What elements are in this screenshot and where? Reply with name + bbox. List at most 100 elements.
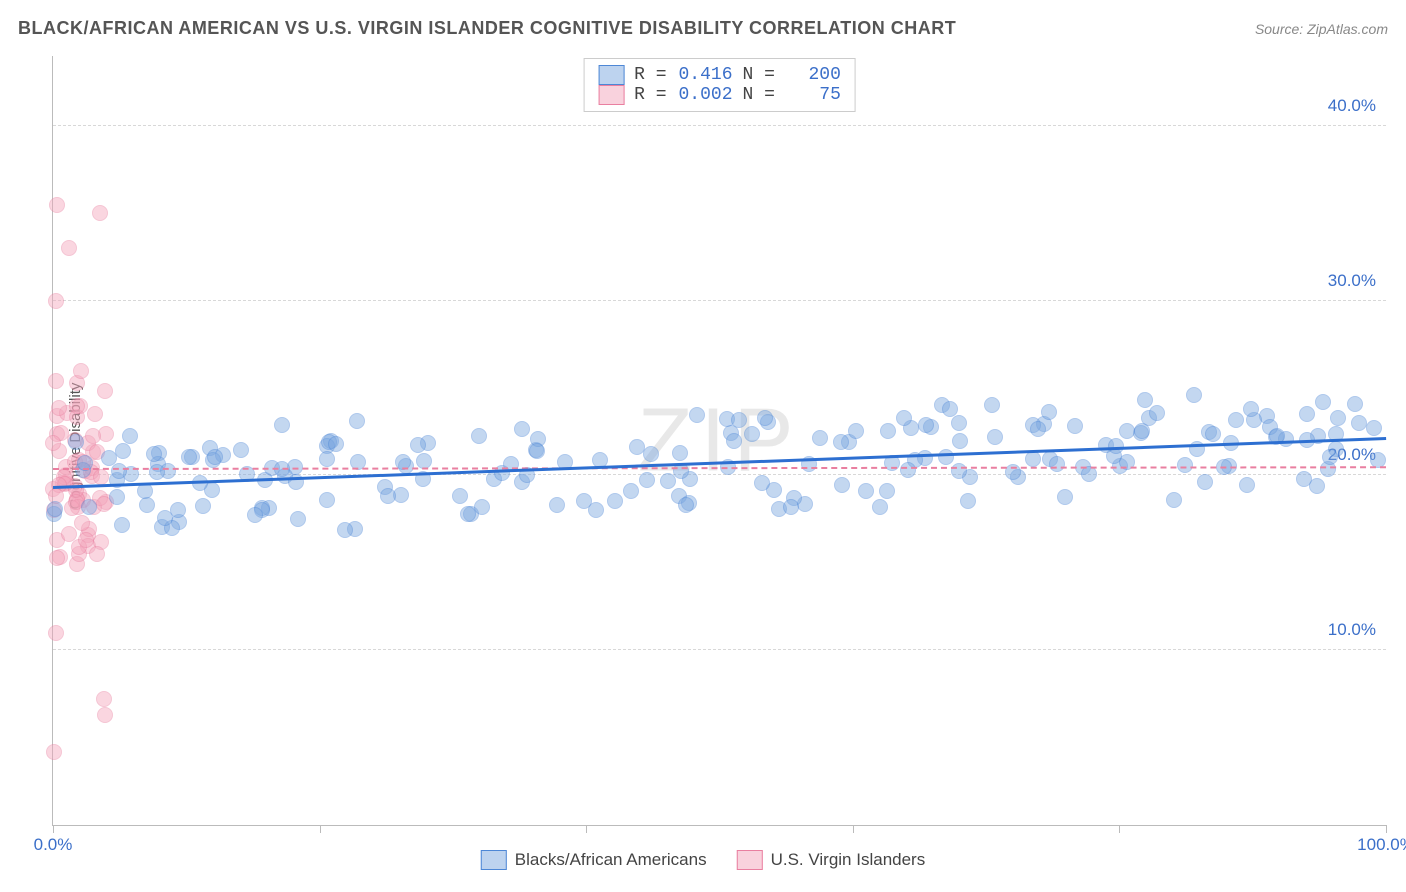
scatter-point: [87, 406, 103, 422]
r-value-0: 0.416: [677, 65, 733, 85]
scatter-point: [576, 493, 592, 509]
scatter-point: [1299, 406, 1315, 422]
scatter-point: [1315, 394, 1331, 410]
correlation-legend: R = 0.416 N = 200 R = 0.002 N = 75: [583, 58, 856, 112]
n-value-1: 75: [785, 85, 841, 105]
scatter-point: [880, 423, 896, 439]
scatter-point: [61, 526, 77, 542]
r-value-1: 0.002: [677, 85, 733, 105]
scatter-point: [514, 421, 530, 437]
scatter-point: [672, 445, 688, 461]
legend-row-series-1: R = 0.002 N = 75: [598, 85, 841, 105]
scatter-point: [1030, 421, 1046, 437]
scatter-point: [1228, 412, 1244, 428]
scatter-point: [1041, 404, 1057, 420]
scatter-point: [157, 510, 173, 526]
scatter-point: [97, 707, 113, 723]
legend-item-1: U.S. Virgin Islanders: [737, 850, 926, 870]
scatter-point: [660, 473, 676, 489]
series-legend: Blacks/African Americans U.S. Virgin Isl…: [481, 850, 925, 870]
scatter-point: [1166, 492, 1182, 508]
scatter-point: [48, 373, 64, 389]
scatter-point: [858, 483, 874, 499]
scatter-point: [109, 489, 125, 505]
scatter-point: [1149, 405, 1165, 421]
scatter-point: [96, 691, 112, 707]
scatter-point: [115, 443, 131, 459]
scatter-point: [1243, 401, 1259, 417]
scatter-point: [73, 363, 89, 379]
scatter-point: [1366, 420, 1382, 436]
scatter-point: [833, 434, 849, 450]
gridline: [53, 649, 1386, 650]
scatter-point: [78, 532, 94, 548]
scatter-point: [987, 429, 1003, 445]
scatter-point: [81, 499, 97, 515]
scatter-point: [61, 240, 77, 256]
scatter-point: [938, 449, 954, 465]
scatter-point: [678, 497, 694, 513]
scatter-point: [951, 415, 967, 431]
legend-swatch-pink: [737, 850, 763, 870]
scatter-point: [757, 410, 773, 426]
source-label: Source:: [1255, 21, 1307, 37]
scatter-point: [754, 475, 770, 491]
x-tick-label: 100.0%: [1357, 835, 1406, 855]
scatter-point: [643, 446, 659, 462]
x-tick: [320, 825, 321, 833]
scatter-point: [337, 522, 353, 538]
gridline: [53, 125, 1386, 126]
scatter-point: [181, 449, 197, 465]
scatter-point: [689, 407, 705, 423]
scatter-point: [1351, 415, 1367, 431]
scatter-point: [452, 488, 468, 504]
scatter-point: [896, 410, 912, 426]
scatter-point: [1081, 466, 1097, 482]
scatter-point: [93, 469, 109, 485]
scatter-point: [960, 493, 976, 509]
scatter-point: [101, 450, 117, 466]
scatter-point: [783, 499, 799, 515]
x-tick-label: 0.0%: [34, 835, 73, 855]
scatter-point: [1177, 457, 1193, 473]
scatter-point: [726, 433, 742, 449]
scatter-point: [900, 462, 916, 478]
n-label: N =: [743, 65, 775, 85]
scatter-point: [549, 497, 565, 513]
scatter-point: [48, 625, 64, 641]
scatter-point: [952, 433, 968, 449]
scatter-point: [984, 397, 1000, 413]
scatter-point: [92, 205, 108, 221]
scatter-point: [68, 434, 84, 450]
scatter-point: [274, 417, 290, 433]
chart-header: BLACK/AFRICAN AMERICAN VS U.S. VIRGIN IS…: [18, 18, 1388, 39]
scatter-point: [872, 499, 888, 515]
scatter-point: [139, 497, 155, 513]
scatter-point: [149, 464, 165, 480]
x-tick: [1386, 825, 1387, 833]
y-tick-label: 10.0%: [1328, 620, 1376, 640]
scatter-point: [1197, 474, 1213, 490]
legend-swatch-blue: [481, 850, 507, 870]
scatter-point: [195, 498, 211, 514]
scatter-point: [328, 436, 344, 452]
series-name-0: Blacks/African Americans: [515, 850, 707, 870]
scatter-point: [290, 511, 306, 527]
scatter-point: [46, 744, 62, 760]
x-tick: [1119, 825, 1120, 833]
legend-item-0: Blacks/African Americans: [481, 850, 707, 870]
scatter-point: [951, 463, 967, 479]
source-attribution: Source: ZipAtlas.com: [1255, 21, 1388, 37]
scatter-point: [207, 449, 223, 465]
scatter-point: [47, 501, 63, 517]
scatter-point: [69, 398, 85, 414]
scatter-point: [45, 435, 61, 451]
scatter-point: [1119, 423, 1135, 439]
scatter-point: [247, 507, 263, 523]
scatter-point: [942, 401, 958, 417]
scatter-point: [319, 492, 335, 508]
scatter-point: [416, 453, 432, 469]
scatter-point: [1049, 456, 1065, 472]
scatter-point: [834, 477, 850, 493]
scatter-point: [460, 506, 476, 522]
